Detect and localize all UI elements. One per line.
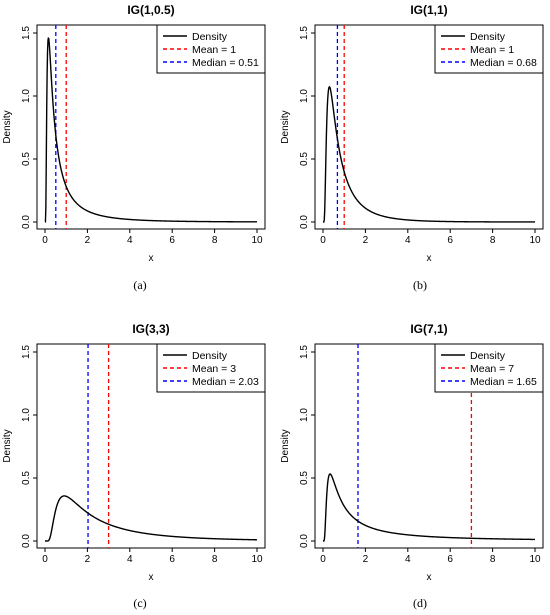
y-axis: 0.0 0.5 1.0 1.5 bbox=[299, 345, 315, 548]
legend-median-label: Median = 1.65 bbox=[470, 376, 537, 388]
legend-density-label: Density bbox=[470, 350, 506, 362]
panel-c: IG(3,3)0 2 4 6 8 10x0.00.51.01.5DensityDensit… bbox=[2, 322, 266, 583]
y-tick-label: 0.0 bbox=[21, 215, 32, 229]
y-axis-label: Density bbox=[280, 110, 291, 143]
y-tick-label: 1.5 bbox=[21, 26, 32, 40]
x-tick-label: 2 bbox=[85, 235, 91, 246]
legend-mean-label: Mean = 1 bbox=[470, 44, 514, 56]
x-tick-label: 8 bbox=[212, 235, 218, 246]
x-tick-label: 8 bbox=[490, 554, 496, 565]
y-tick-label: 0.5 bbox=[299, 471, 310, 485]
x-tick-label: 2 bbox=[85, 554, 91, 565]
x-tick-label: 0 bbox=[320, 235, 326, 246]
x-tick-label: 0 bbox=[320, 554, 326, 565]
legend-mean-label: Mean = 3 bbox=[192, 363, 236, 375]
y-axis-label: Density bbox=[2, 429, 13, 462]
x-tick-label: 10 bbox=[529, 235, 541, 246]
legend-density-label: Density bbox=[192, 350, 228, 362]
x-tick-label: 8 bbox=[490, 235, 496, 246]
legend-median-label: Median = 2.03 bbox=[192, 376, 259, 388]
legend-density-label: Density bbox=[470, 31, 506, 43]
y-axis-label: Density bbox=[280, 429, 291, 462]
y-tick-label: 0.5 bbox=[21, 471, 32, 485]
x-axis-label: x bbox=[149, 253, 154, 264]
y-tick-label: 1.0 bbox=[299, 89, 310, 103]
y-tick-label: 1.5 bbox=[21, 345, 32, 359]
y-tick-label: 0.0 bbox=[299, 534, 310, 548]
x-tick-label: 10 bbox=[251, 235, 263, 246]
plot-frame bbox=[36, 24, 266, 230]
chart-title: IG(3,3) bbox=[132, 322, 169, 336]
density-line bbox=[45, 495, 257, 542]
y-tick-label: 0.5 bbox=[21, 152, 32, 166]
x-tick-label: 2 bbox=[363, 235, 369, 246]
y-tick-label: 0.0 bbox=[21, 534, 32, 548]
x-tick-label: 6 bbox=[169, 235, 175, 246]
caption-b: (b) bbox=[413, 278, 427, 292]
y-tick-label: 1.0 bbox=[21, 408, 32, 422]
y-axis-label: Density bbox=[2, 110, 13, 143]
y-axis: 0.0 0.5 1.0 1.5 bbox=[21, 345, 37, 548]
x-axis-label: x bbox=[427, 253, 432, 264]
x-tick-label: 8 bbox=[212, 554, 218, 565]
legend-box bbox=[156, 343, 266, 393]
legend-density-label: Density bbox=[192, 31, 228, 43]
caption-a: (a) bbox=[133, 278, 146, 292]
x-axis-label: x bbox=[427, 572, 432, 583]
caption-d: (d) bbox=[413, 596, 427, 610]
y-tick-label: 1.0 bbox=[21, 89, 32, 103]
legend-box bbox=[434, 343, 544, 393]
x-tick-label: 2 bbox=[363, 554, 369, 565]
x-tick-label: 6 bbox=[447, 235, 453, 246]
legend-mean-label: Mean = 1 bbox=[192, 44, 236, 56]
x-axis: 0 2 4 6 8 10 bbox=[320, 229, 541, 246]
x-tick-label: 4 bbox=[127, 235, 133, 246]
x-axis-label: x bbox=[149, 572, 154, 583]
x-tick-label: 10 bbox=[251, 554, 263, 565]
x-axis: 0 2 4 6 8 10 bbox=[320, 548, 541, 565]
x-tick-label: 4 bbox=[127, 554, 133, 565]
legend-mean-label: Mean = 7 bbox=[470, 363, 514, 375]
x-tick-label: 0 bbox=[42, 235, 48, 246]
legend-median-label: Median = 0.51 bbox=[192, 57, 259, 69]
y-tick-label: 1.0 bbox=[299, 408, 310, 422]
y-tick-label: 0.5 bbox=[299, 152, 310, 166]
plot-frame bbox=[36, 343, 266, 549]
plot-frame bbox=[314, 24, 544, 230]
legend-box bbox=[434, 24, 544, 74]
caption-c: (c) bbox=[133, 596, 146, 610]
chart-title: IG(7,1) bbox=[410, 322, 447, 336]
y-axis: 0.0 0.5 1.0 1.5 bbox=[299, 26, 315, 229]
plot-frame bbox=[314, 343, 544, 549]
panel-b: IG(1,1)0 2 4 6 8 10x0.00.51.01.5DensityDensit… bbox=[280, 3, 544, 264]
x-tick-label: 10 bbox=[529, 554, 541, 565]
x-tick-label: 0 bbox=[42, 554, 48, 565]
legend-median-label: Median = 0.68 bbox=[470, 57, 537, 69]
x-tick-label: 6 bbox=[169, 554, 175, 565]
x-tick-label: 4 bbox=[405, 554, 411, 565]
x-axis: 0 2 4 6 8 10 bbox=[42, 548, 263, 565]
density-line bbox=[44, 37, 257, 223]
chart-title: IG(1,1) bbox=[410, 3, 447, 17]
chart-title: IG(1,0.5) bbox=[127, 3, 174, 17]
density-line bbox=[323, 473, 535, 542]
panel-a: IG(1,0.5)0 2 4 6 8 10x0.00.51.01.5DensityDens… bbox=[2, 3, 266, 264]
legend-box bbox=[156, 24, 266, 74]
y-tick-label: 1.5 bbox=[299, 345, 310, 359]
x-tick-label: 6 bbox=[447, 554, 453, 565]
y-axis: 0.0 0.5 1.0 1.5 bbox=[21, 26, 37, 229]
x-axis: 0 2 4 6 8 10 bbox=[42, 229, 263, 246]
panel-d: IG(7,1)0 2 4 6 8 10x0.00.51.01.5DensityDensit… bbox=[280, 322, 544, 583]
density-line bbox=[323, 85, 535, 223]
x-tick-label: 4 bbox=[405, 235, 411, 246]
y-tick-label: 1.5 bbox=[299, 26, 310, 40]
y-tick-label: 0.0 bbox=[299, 215, 310, 229]
